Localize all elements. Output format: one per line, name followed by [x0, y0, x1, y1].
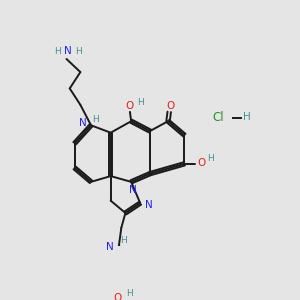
Text: N: N — [129, 185, 137, 195]
Text: H: H — [54, 46, 61, 56]
Text: H: H — [126, 289, 132, 298]
Text: N: N — [145, 200, 153, 210]
Text: Cl: Cl — [212, 111, 224, 124]
Text: N: N — [64, 46, 72, 56]
Text: N: N — [79, 118, 87, 128]
Text: O: O — [126, 101, 134, 111]
Text: O: O — [114, 293, 122, 300]
Text: N: N — [106, 242, 114, 252]
Text: H: H — [120, 236, 127, 245]
Text: H: H — [92, 115, 99, 124]
Text: H: H — [207, 154, 214, 163]
Text: H: H — [137, 98, 144, 106]
Text: H: H — [75, 46, 82, 56]
Text: O: O — [197, 158, 206, 168]
Text: O: O — [167, 101, 175, 111]
Text: H: H — [243, 112, 251, 122]
